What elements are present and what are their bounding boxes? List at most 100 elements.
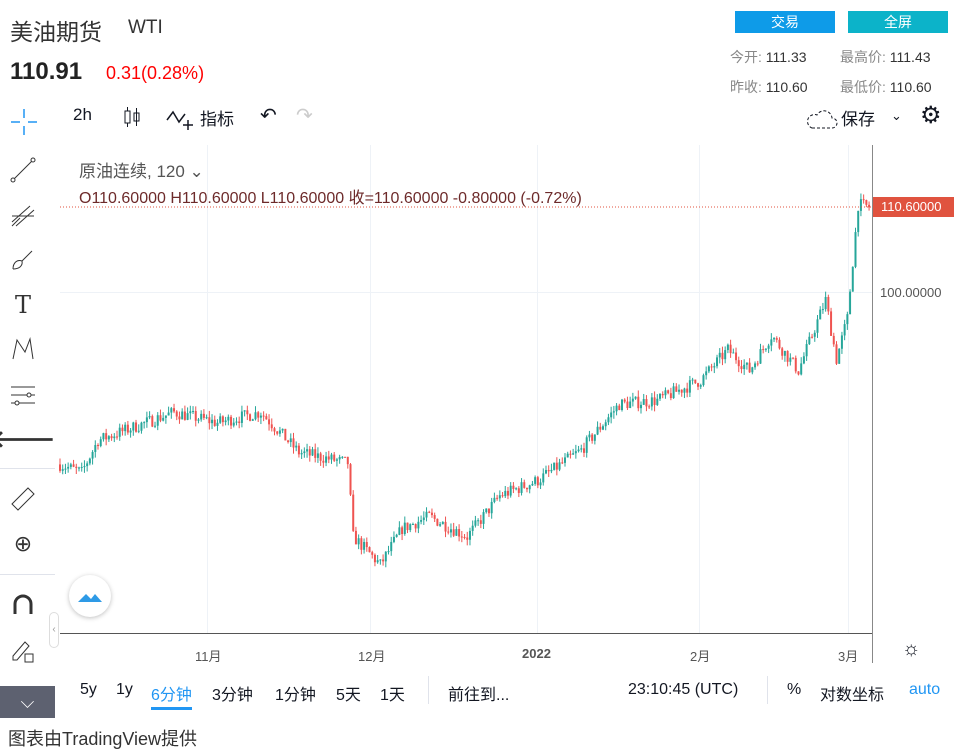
goto-date-button[interactable]: 前往到...	[448, 687, 510, 704]
candle-body	[202, 413, 205, 418]
candle-body	[243, 410, 246, 412]
log-scale-toggle[interactable]: 对数坐标	[820, 687, 885, 704]
candle-body	[154, 425, 157, 427]
indicators-icon[interactable]	[166, 106, 196, 135]
candle-body	[778, 339, 781, 349]
candle-body	[759, 349, 762, 364]
candle-body	[401, 527, 404, 535]
candle-body	[824, 296, 827, 310]
scroll-down-button[interactable]: ⌵	[0, 686, 55, 718]
candle-body	[235, 421, 238, 423]
x-tick-label: 11月	[195, 649, 222, 664]
trade-button[interactable]: 交易	[735, 11, 835, 33]
candle-body	[352, 494, 355, 531]
fullscreen-button[interactable]: 全屏	[848, 11, 948, 33]
candle-body	[270, 424, 273, 429]
gear-icon[interactable]: ⚙	[920, 102, 942, 129]
redo-icon[interactable]: ↷	[296, 105, 313, 127]
candle-body	[716, 357, 719, 367]
candle-body	[678, 389, 681, 392]
range-3min[interactable]: 3分钟	[212, 687, 253, 704]
interval-button[interactable]: 2h	[73, 105, 92, 124]
candle-body	[849, 291, 852, 315]
tradingview-logo-icon[interactable]	[69, 575, 111, 617]
range-6min[interactable]: 6分钟	[151, 681, 192, 710]
chevron-down-icon[interactable]: ⌄	[891, 108, 902, 123]
range-1min[interactable]: 1分钟	[275, 687, 316, 704]
candle-body	[145, 417, 148, 423]
cloud-icon[interactable]	[805, 107, 839, 136]
candle-body	[216, 422, 219, 426]
candle-body	[610, 412, 613, 418]
candle-body	[724, 350, 727, 360]
candle-body	[811, 336, 814, 338]
candle-body	[373, 554, 376, 563]
range-5y[interactable]: 5y	[80, 681, 97, 698]
candle-body	[257, 412, 260, 418]
candle-body	[672, 386, 675, 399]
candle-body	[702, 375, 705, 386]
fib-icon[interactable]	[6, 200, 40, 230]
candle-body	[83, 466, 86, 468]
zoom-in-icon[interactable]: ⊕	[13, 531, 33, 556]
price-change: 0.31(0.28%)	[106, 63, 205, 83]
candle-body	[843, 324, 846, 336]
indicators-button[interactable]: 指标	[200, 110, 234, 129]
series-title[interactable]: 原油连续, 120 ⌄	[79, 162, 204, 181]
ruler-icon[interactable]	[6, 484, 40, 514]
text-icon[interactable]: T	[14, 291, 31, 319]
candle-body	[813, 332, 816, 337]
scale-settings-icon[interactable]: ☼	[902, 638, 921, 660]
candle-body	[816, 319, 819, 333]
candle-body	[273, 428, 276, 432]
candle-body	[471, 525, 474, 531]
candle-body	[808, 336, 811, 345]
candle-body	[688, 380, 691, 393]
footer-credit: 图表由TradingView提供	[8, 729, 198, 749]
lock-drawings-icon[interactable]	[6, 636, 40, 666]
candle-body	[680, 389, 683, 393]
candle-body	[395, 534, 398, 537]
candle-body	[379, 559, 382, 561]
candle-body	[648, 406, 651, 408]
candles-icon[interactable]	[122, 105, 142, 134]
candle-body	[140, 422, 143, 431]
candle-body	[463, 536, 466, 538]
range-1d[interactable]: 1天	[380, 687, 405, 704]
candle-body	[764, 348, 767, 350]
candle-body	[455, 529, 458, 536]
measure-lines-icon[interactable]	[6, 380, 40, 410]
candle-body	[740, 366, 743, 370]
candle-body	[629, 401, 632, 409]
brush-icon[interactable]	[6, 245, 40, 275]
undo-icon[interactable]: ↶	[260, 105, 277, 127]
candle-body	[449, 529, 452, 533]
candle-body	[851, 266, 854, 292]
collapse-sidebar-handle[interactable]: ‹	[49, 612, 59, 648]
divider	[0, 468, 55, 469]
magnet-icon[interactable]	[6, 590, 40, 620]
auto-scale-toggle[interactable]: auto	[909, 681, 941, 698]
candle-body	[642, 399, 645, 405]
candle-body	[392, 536, 395, 542]
percent-toggle[interactable]: %	[787, 681, 802, 698]
time-zone-button[interactable]: 23:10:45 (UTC)	[628, 681, 739, 698]
candle-body	[135, 422, 138, 432]
range-5d[interactable]: 5天	[336, 687, 361, 704]
candle-body	[319, 453, 322, 461]
trend-line-icon[interactable]	[6, 155, 40, 185]
candle-body	[173, 408, 176, 412]
candle-body	[631, 398, 634, 402]
y-tick-label: 100.00000	[880, 285, 942, 300]
range-1y[interactable]: 1y	[116, 681, 133, 698]
candle-body	[623, 399, 626, 402]
candle-body	[580, 448, 583, 450]
candle-body	[705, 371, 708, 376]
candle-body	[297, 445, 300, 455]
candle-body	[292, 438, 295, 448]
pattern-icon[interactable]	[6, 334, 40, 364]
save-button[interactable]: 保存	[841, 110, 875, 129]
candle-body	[754, 363, 757, 368]
crosshair-icon[interactable]	[10, 108, 38, 136]
